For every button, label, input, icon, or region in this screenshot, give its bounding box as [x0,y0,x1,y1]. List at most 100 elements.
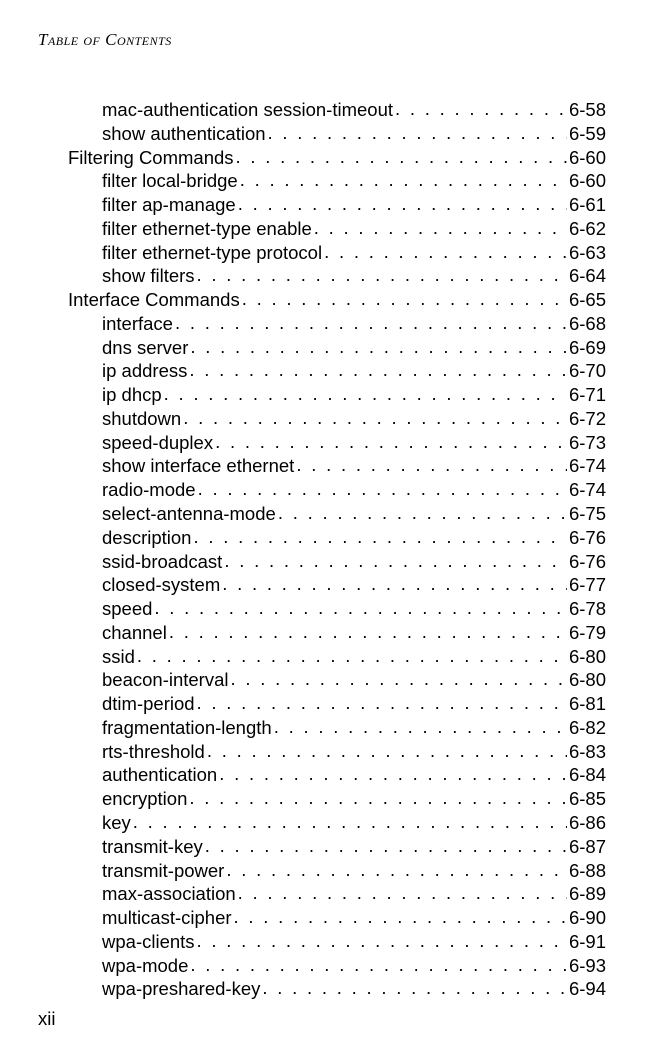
toc-entry-label: max-association [102,882,236,906]
toc-leader-dots [226,858,567,882]
toc-entry-page: 6-72 [569,407,606,431]
toc-entry: filter ethernet-type protocol 6-63 [102,241,606,265]
toc-entry-page: 6-84 [569,763,606,787]
toc-entry-label: filter ethernet-type protocol [102,241,322,265]
toc-entry-label: show interface ethernet [102,454,294,478]
toc-leader-dots [205,834,567,858]
toc-leader-dots [197,691,567,715]
toc-entry: radio-mode6-74 [102,478,606,502]
toc-entry-label: show authentication [102,122,266,146]
toc-entry-label: authentication [102,763,217,787]
toc-leader-dots [215,430,567,454]
toc-entry: dtim-period6-81 [102,692,606,716]
toc-leader-dots [190,953,567,977]
toc-leader-dots [197,929,567,953]
toc-entry-page: 6-87 [569,835,606,859]
toc-entry-label: description [102,526,191,550]
toc-entry: dns server6-69 [102,336,606,360]
toc-leader-dots [222,572,567,596]
toc-leader-dots [175,311,567,335]
toc-leader-dots [198,477,567,501]
page-header: Table of Contents [38,30,606,50]
toc-entry-label: wpa-preshared-key [102,977,260,1001]
toc-entry-page: 6-93 [569,954,606,978]
toc-leader-dots [278,501,567,525]
toc-leader-dots [189,786,567,810]
toc-entry-label: filter ap-manage [102,193,236,217]
toc-entry: show interface ethernet6-74 [102,454,606,478]
table-of-contents: mac-authentication session-timeout 6-58 sh… [38,98,606,1001]
page-container: Table of Contents mac-authentication ses… [0,0,656,1021]
toc-entry-label: shutdown [102,407,181,431]
toc-leader-dots [183,406,567,430]
toc-entry-label: mac-authentication session-timeout [102,98,393,122]
toc-entry-page: 6-77 [569,573,606,597]
toc-entry-page: 6-80 [569,668,606,692]
toc-leader-dots [234,905,567,929]
toc-entry-label: dns server [102,336,188,360]
toc-entry-label: filter ethernet-type enable [102,217,312,241]
toc-entry: key6-86 [102,811,606,835]
toc-entry: filter ethernet-type enable 6-62 [102,217,606,241]
toc-entry: mac-authentication session-timeout 6-58 [102,98,606,122]
toc-entry: transmit-key 6-87 [102,835,606,859]
toc-leader-dots [219,762,567,786]
toc-entry-page: 6-74 [569,478,606,502]
toc-entry-page: 6-91 [569,930,606,954]
toc-entry: ip dhcp6-71 [102,383,606,407]
toc-entry-label: filter local-bridge [102,169,238,193]
toc-entry-page: 6-76 [569,550,606,574]
toc-entry: closed-system6-77 [102,573,606,597]
toc-entry: filter ap-manage6-61 [102,193,606,217]
toc-entry-page: 6-59 [569,122,606,146]
toc-entry: rts-threshold6-83 [102,740,606,764]
toc-entry-page: 6-62 [569,217,606,241]
toc-leader-dots [274,715,567,739]
toc-entry-label: beacon-interval [102,668,229,692]
toc-leader-dots [262,976,567,1000]
toc-entry: encryption6-85 [102,787,606,811]
toc-entry-label: show filters [102,264,195,288]
toc-leader-dots [137,644,567,668]
toc-leader-dots [164,382,567,406]
toc-entry-page: 6-73 [569,431,606,455]
toc-entry: wpa-clients6-91 [102,930,606,954]
toc-entry-label: fragmentation-length [102,716,272,740]
toc-entry-label: select-antenna-mode [102,502,276,526]
toc-entry-label: encryption [102,787,187,811]
toc-entry: transmit-power6-88 [102,859,606,883]
toc-entry: authentication 6-84 [102,763,606,787]
toc-entry-page: 6-63 [569,241,606,265]
toc-entry-page: 6-60 [569,169,606,193]
toc-entry: speed6-78 [102,597,606,621]
toc-leader-dots [238,192,567,216]
page-number-footer: xii [38,1008,55,1030]
toc-entry-label: transmit-power [102,859,224,883]
toc-leader-dots [207,739,567,763]
toc-entry-label: ip dhcp [102,383,162,407]
toc-entry: beacon-interval 6-80 [102,668,606,692]
toc-entry-label: speed-duplex [102,431,213,455]
toc-entry-page: 6-82 [569,716,606,740]
toc-entry: ssid-broadcast 6-76 [102,550,606,574]
toc-leader-dots [193,525,567,549]
toc-entry-page: 6-75 [569,502,606,526]
toc-entry-page: 6-65 [569,288,606,312]
toc-entry-label: transmit-key [102,835,203,859]
toc-entry: Interface Commands6-65 [68,288,606,312]
toc-leader-dots [133,810,567,834]
toc-entry: show filters 6-64 [102,264,606,288]
toc-leader-dots [224,549,567,573]
toc-leader-dots [324,240,567,264]
toc-entry-page: 6-94 [569,977,606,1001]
toc-entry-page: 6-70 [569,359,606,383]
toc-entry: Filtering Commands6-60 [68,146,606,170]
toc-entry-page: 6-80 [569,645,606,669]
toc-entry-page: 6-90 [569,906,606,930]
toc-leader-dots [240,168,567,192]
toc-entry-page: 6-64 [569,264,606,288]
toc-entry-page: 6-79 [569,621,606,645]
toc-entry-page: 6-58 [569,98,606,122]
toc-entry-label: ssid-broadcast [102,550,222,574]
toc-entry: filter local-bridge 6-60 [102,169,606,193]
